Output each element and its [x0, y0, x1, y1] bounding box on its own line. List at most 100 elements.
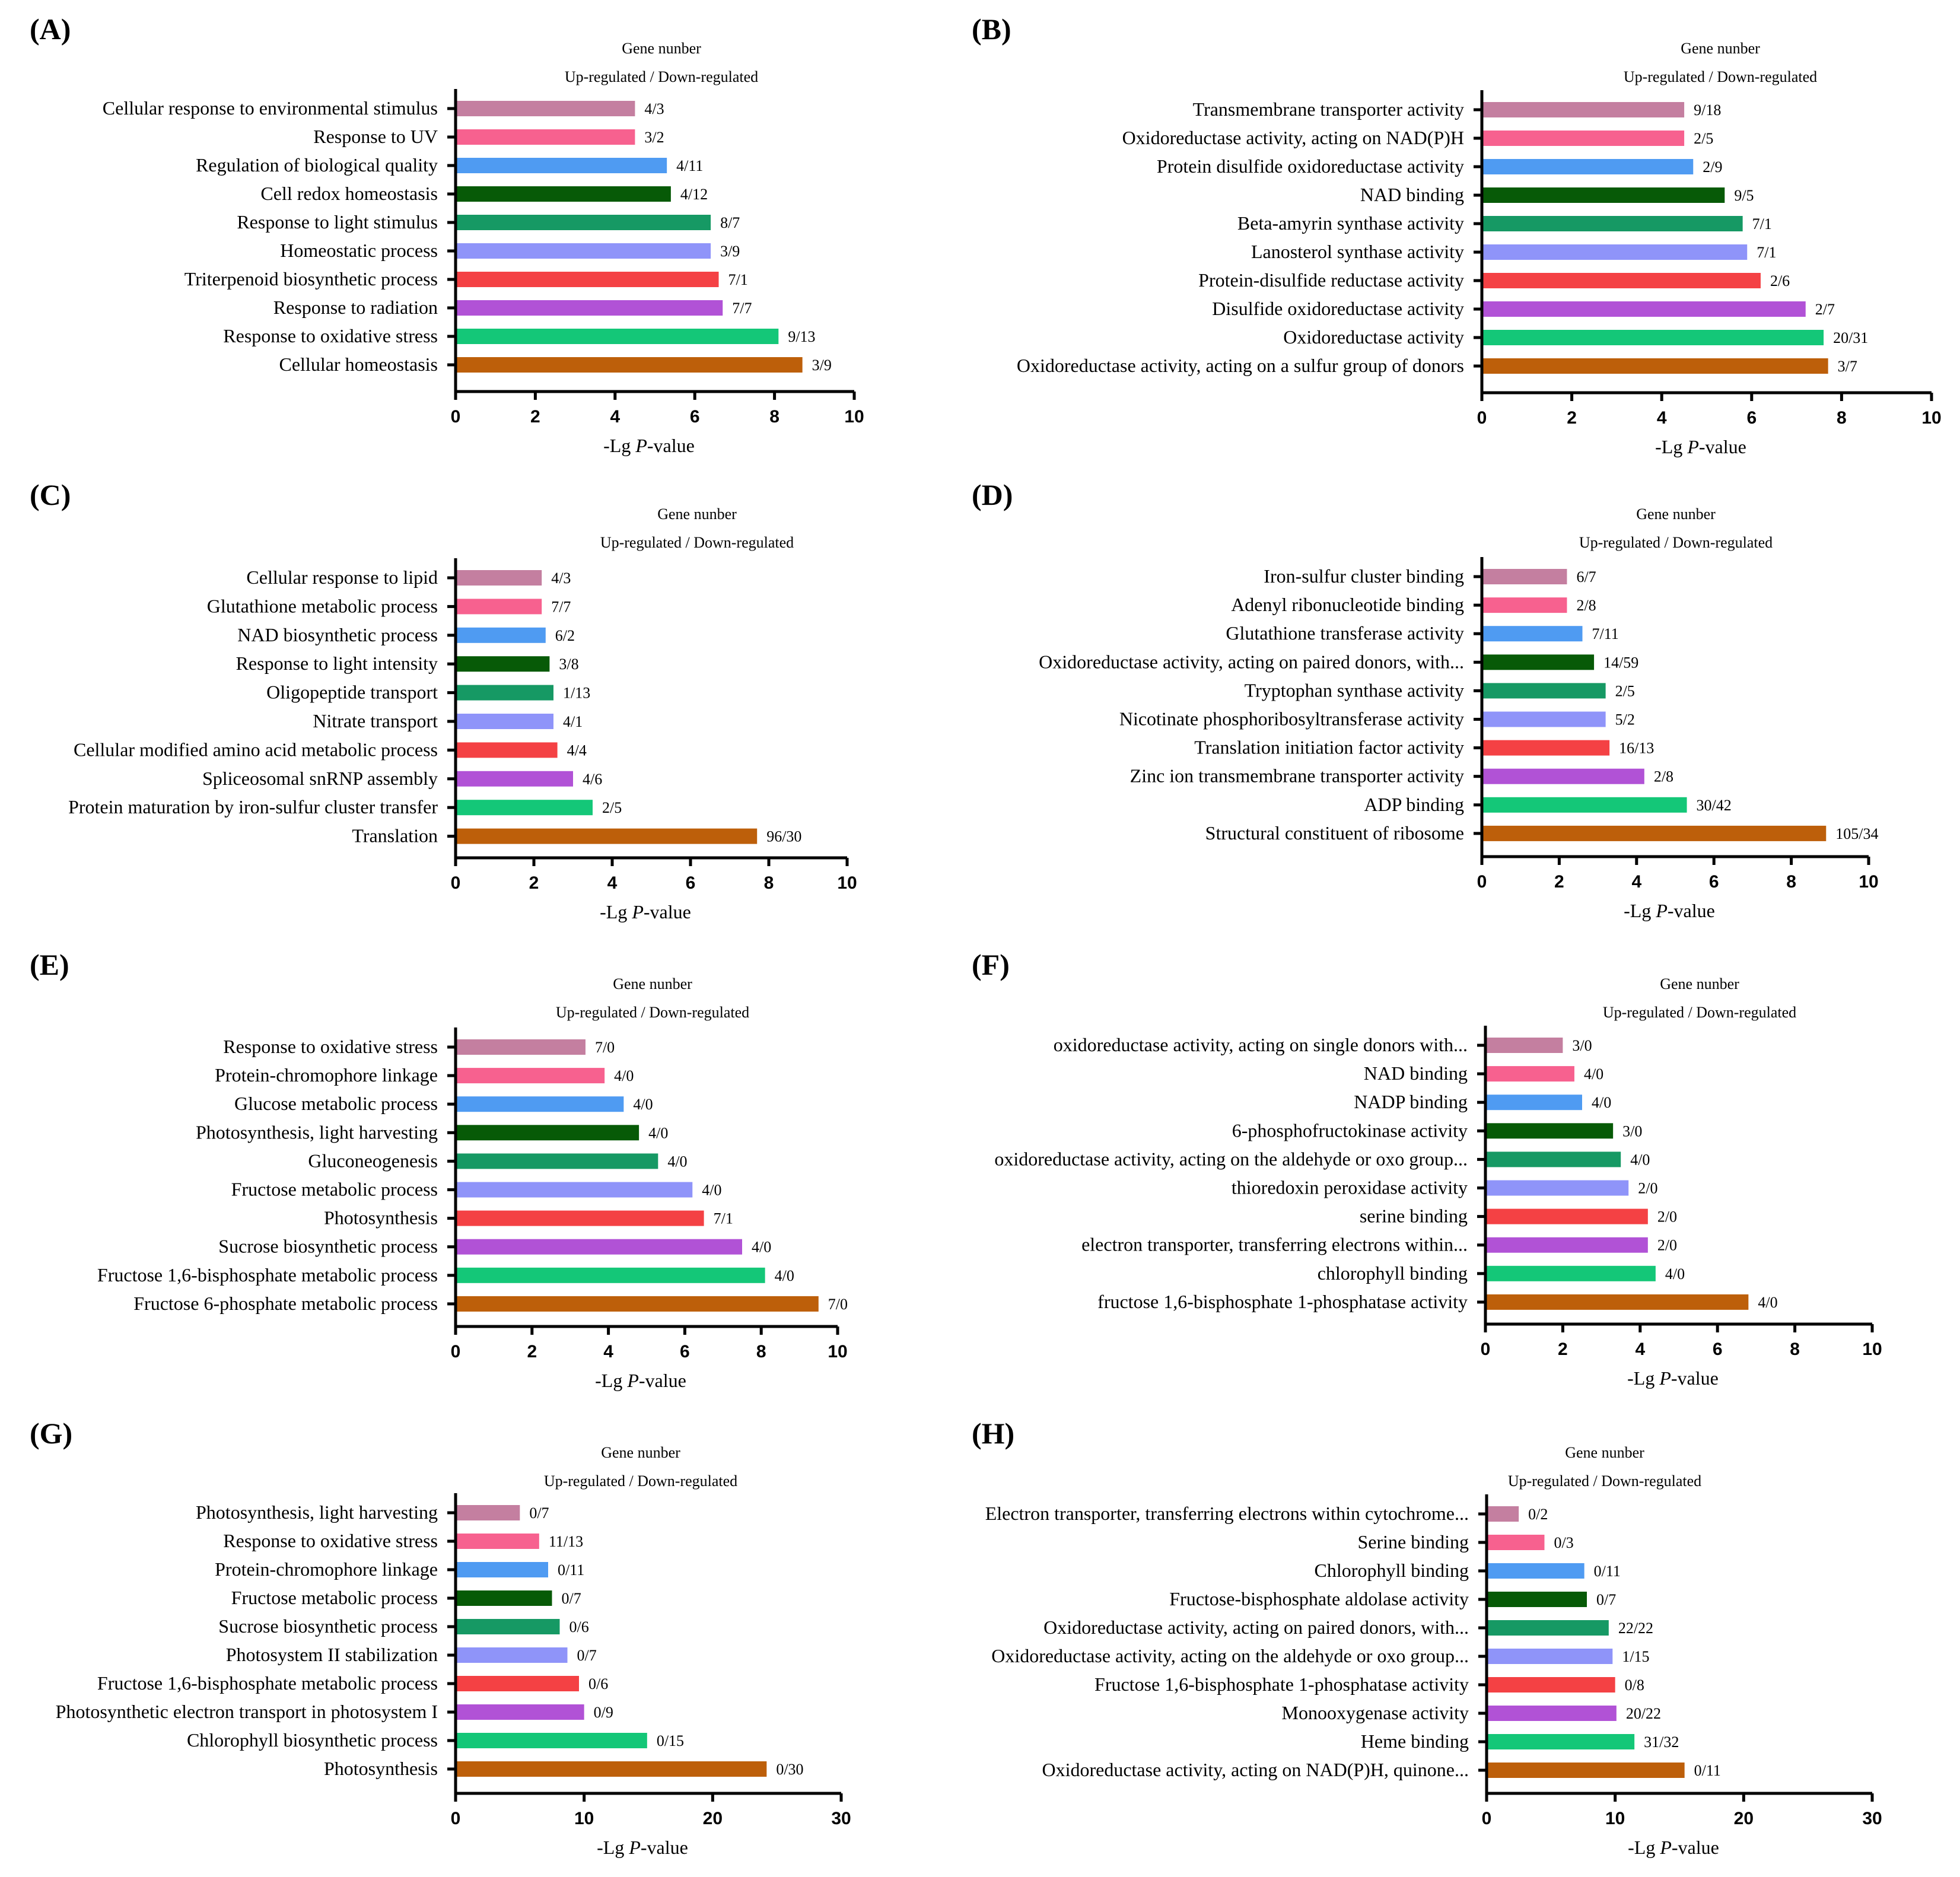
x-tick-label: 2 [530, 407, 540, 427]
x-tick-label: 8 [1786, 872, 1796, 892]
category-label: Photosynthesis, light harvesting [196, 1501, 438, 1523]
x-tick-label: 0 [451, 407, 461, 427]
data-label: 9/5 [1734, 187, 1754, 204]
data-label: 7/1 [714, 1210, 733, 1227]
x-tick-label: 6 [1709, 872, 1719, 892]
category-label: Regulation of biological quality [196, 154, 438, 176]
category-label: Cellular response to lipid [246, 567, 438, 588]
data-label: 4/0 [1665, 1265, 1685, 1283]
data-label: 4/1 [563, 713, 583, 730]
category-label: Response to oxidative stress [223, 1036, 438, 1057]
bar [1487, 1706, 1617, 1721]
category-label: Chlorophyll binding [1315, 1560, 1469, 1581]
category-label: 6-phosphofructokinase activity [1232, 1119, 1468, 1141]
category-label: Protein-chromophore linkage [215, 1558, 438, 1580]
panel-label: (A) [30, 12, 71, 46]
bar [1482, 797, 1687, 813]
category-label: Glucose metabolic process [234, 1093, 438, 1114]
data-label: 7/0 [595, 1039, 615, 1056]
gene-number-header: Gene nunber [601, 1444, 680, 1461]
bar [1487, 1563, 1584, 1579]
category-label: Fructose-bisphosphate aldolase activity [1169, 1588, 1469, 1609]
bar [456, 300, 723, 316]
category-label: Oxidoreductase activity, acting on paire… [1039, 651, 1464, 672]
data-label: 2/6 [1770, 272, 1790, 289]
x-axis-label: -Lg P-value [603, 435, 695, 456]
panel-label: (E) [30, 948, 69, 981]
x-tick-label: 0 [1481, 1340, 1491, 1359]
bar [456, 186, 671, 202]
x-tick-label: 6 [680, 1342, 690, 1361]
bar [1482, 626, 1583, 642]
bar [1485, 1151, 1621, 1167]
regulation-subheader: Up-regulated / Down-regulated [600, 534, 794, 551]
data-label: 0/15 [657, 1732, 684, 1749]
gene-number-header: Gene nunber [1636, 505, 1716, 523]
data-label: 3/9 [720, 243, 740, 260]
category-label: Glutathione transferase activity [1226, 622, 1464, 644]
regulation-subheader: Up-regulated / Down-regulated [1508, 1472, 1701, 1490]
data-label: 8/7 [720, 214, 740, 231]
data-label: 9/13 [788, 328, 815, 345]
x-tick-label: 2 [1554, 872, 1564, 892]
bar [456, 1239, 742, 1255]
category-label: Fructose 6-phosphate metabolic process [133, 1293, 438, 1314]
bar [1485, 1180, 1629, 1196]
data-label: 3/0 [1572, 1037, 1592, 1054]
chart-panel-g: (G) Gene nunber Up-regulated / Down-regula… [30, 1417, 851, 1858]
x-tick-label: 0 [1477, 408, 1487, 428]
category-label: Response to radiation [273, 297, 438, 318]
x-tick-label: 10 [1859, 872, 1878, 892]
x-tick-label: 10 [1862, 1340, 1882, 1359]
x-tick-label: 10 [828, 1342, 847, 1361]
data-label: 2/0 [1638, 1180, 1657, 1197]
x-tick-label: 6 [686, 873, 696, 893]
bar [1485, 1208, 1648, 1224]
category-label: oxidoreductase activity, acting on the a… [994, 1148, 1468, 1169]
data-label: 0/6 [588, 1675, 608, 1693]
bar [1487, 1620, 1609, 1636]
bar [1487, 1734, 1635, 1749]
x-tick-label: 6 [1746, 408, 1757, 428]
x-tick-label: 8 [769, 407, 779, 427]
bar [456, 1182, 693, 1198]
bar [456, 243, 711, 259]
category-label: electron transporter, transferring elect… [1081, 1234, 1468, 1255]
category-label: Oxidoreductase activity, acting on NAD(P… [1122, 127, 1464, 148]
data-label: 0/7 [577, 1647, 597, 1664]
gene-number-header: Gene nunber [622, 40, 701, 57]
category-label: Oxidoreductase activity, acting on a sul… [1017, 355, 1464, 376]
data-label: 2/5 [1615, 682, 1635, 699]
category-label: Cellular response to environmental stimu… [103, 97, 438, 119]
data-label: 4/0 [752, 1239, 771, 1256]
bar [1487, 1535, 1545, 1550]
panel-label: (F) [972, 948, 1010, 981]
data-label: 105/34 [1835, 825, 1878, 842]
data-label: 4/0 [667, 1153, 687, 1170]
chart-panel-c: (C) Gene nunber Up-regulated / Down-regula… [30, 478, 857, 922]
bar [456, 215, 711, 230]
category-label: Zinc ion transmembrane transporter activ… [1130, 765, 1464, 787]
bar [456, 1210, 704, 1226]
x-tick-label: 4 [610, 407, 620, 427]
category-label: Oligopeptide transport [266, 682, 438, 703]
data-label: 3/9 [812, 357, 832, 374]
data-label: 0/8 [1625, 1676, 1644, 1694]
category-label: Fructose metabolic process [231, 1179, 438, 1200]
bar [1485, 1038, 1563, 1053]
data-label: 4/0 [1584, 1065, 1603, 1083]
data-label: 22/22 [1618, 1620, 1653, 1637]
category-label: chlorophyll binding [1318, 1262, 1468, 1284]
category-label: NAD biosynthetic process [237, 624, 438, 645]
panel-label: (D) [972, 478, 1013, 511]
x-tick-label: 6 [690, 407, 700, 427]
x-tick-label: 6 [1713, 1340, 1723, 1359]
data-label: 0/11 [1594, 1563, 1621, 1580]
x-tick-label: 8 [764, 873, 774, 893]
category-label: Protein-disulfide reductase activity [1198, 269, 1464, 291]
data-label: 31/32 [1644, 1733, 1679, 1751]
chart-panel-h: (H) Gene nunber Up-regulated / Down-regula… [972, 1417, 1882, 1858]
x-tick-label: 30 [831, 1809, 851, 1828]
bar [456, 627, 546, 643]
gene-number-header: Gene nunber [613, 975, 692, 992]
